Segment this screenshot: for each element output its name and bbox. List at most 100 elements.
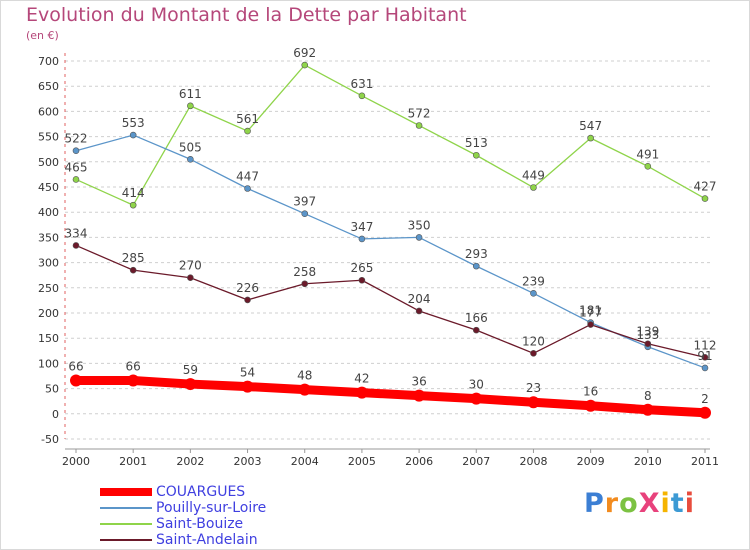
data-label-couargues: 8 [644,389,652,403]
chart-subtitle: (en €) [26,29,59,42]
data-point-saint-bouize [187,102,194,110]
data-label-couargues: 30 [469,378,484,392]
data-point-saint-bouize [72,176,80,183]
data-point-couargues [699,406,711,419]
legend-label-saint-andelain: Saint-Andelain [156,532,258,548]
axes: -50 0 50 100 150 200 250 300 350 400 450 500 550 600 6… [38,53,719,468]
x-tick-label: 2008 [519,455,547,468]
data-label-pouilly-sur-loire: 447 [236,170,259,184]
data-label-pouilly-sur-loire: 347 [350,220,373,234]
data-point-saint-andelain [587,321,594,328]
data-point-pouilly-sur-loire [701,364,709,372]
data-label-saint-andelain: 120 [522,334,545,348]
data-point-couargues [527,396,540,409]
data-point-pouilly-sur-loire [530,290,537,297]
data-point-couargues [298,383,311,396]
series-line-saint-andelain [75,244,706,359]
data-point-pouilly-sur-loire [415,234,423,241]
data-label-saint-andelain: 204 [408,292,431,306]
data-point-couargues [184,378,197,391]
data-point-couargues [641,403,654,416]
logo-letter: o [619,488,639,519]
data-label-pouilly-sur-loire: 239 [522,274,545,288]
data-labels: 465 414 611 561 692 631 572 513 449 547 491 427 522 5… [65,46,717,406]
data-point-couargues [584,399,597,412]
data-label-saint-andelain: 226 [236,281,259,295]
data-point-pouilly-sur-loire [244,185,251,192]
data-point-saint-bouize [587,134,594,142]
data-label-saint-andelain: 112 [694,338,717,352]
data-label-couargues: 23 [526,381,541,395]
data-label-couargues: 66 [126,360,141,374]
legend-swatch-pouilly-sur-loire [100,507,152,509]
data-label-saint-andelain: 285 [122,251,145,265]
data-label-pouilly-sur-loire: 293 [465,247,488,261]
data-point-saint-andelain [129,266,137,274]
x-tick-label: 2001 [119,455,147,468]
legend-swatch-saint-andelain [100,539,152,541]
data-point-saint-bouize [530,184,537,191]
legend-item-saint-andelain: Saint-Andelain [100,532,266,548]
data-point-saint-bouize [358,92,366,100]
data-point-saint-andelain [72,242,80,249]
chart-title: Evolution du Montant de la Dette par Hab… [26,4,467,26]
y-tick-label: 300 [38,257,59,270]
data-label-couargues: 16 [583,385,598,399]
data-point-saint-andelain [187,274,194,282]
data-label-pouilly-sur-loire: 397 [293,195,316,209]
data-point-saint-bouize [301,61,309,69]
series-line-couargues [71,376,710,418]
logo-letter: P [584,488,605,519]
data-point-saint-bouize [701,195,709,202]
x-tick-label: 2011 [691,455,719,468]
data-label-pouilly-sur-loire: 350 [408,218,431,232]
legend-item-saint-bouize: Saint-Bouize [100,516,266,532]
legend-item-couargues: COUARGUES [100,484,266,500]
data-point-saint-bouize [129,201,137,209]
data-label-saint-bouize: 631 [350,77,373,91]
data-point-saint-andelain [701,354,709,361]
data-point-pouilly-sur-loire [472,262,480,270]
data-label-saint-andelain: 265 [350,261,373,275]
x-tick-label: 2010 [634,455,662,468]
data-label-saint-bouize: 547 [579,119,602,133]
legend-item-pouilly-sur-loire: Pouilly-sur-Loire [100,500,266,516]
data-label-pouilly-sur-loire: 133 [636,328,659,342]
y-tick-label: 150 [38,332,59,345]
data-label-couargues: 36 [411,375,426,389]
y-tick-label: 50 [45,383,59,396]
data-point-couargues [413,389,426,402]
data-label-saint-andelain: 258 [293,265,316,279]
legend-label-couargues: COUARGUES [156,484,246,500]
data-label-saint-andelain: 270 [179,259,202,273]
y-tick-label: 350 [38,231,59,244]
data-point-saint-andelain [301,280,309,288]
data-label-pouilly-sur-loire: 181 [579,304,602,318]
legend-swatch-saint-bouize [100,523,152,525]
x-tick-label: 2003 [234,455,262,468]
data-label-couargues: 42 [354,372,369,386]
x-tick-label: 2006 [405,455,433,468]
proxiti-logo: ProXiti [584,488,695,519]
series-line-pouilly-sur-loire [75,134,706,369]
data-point-couargues [355,386,368,399]
y-tick-label: 400 [38,206,59,219]
y-tick-label: 100 [38,357,59,370]
data-point-saint-bouize [644,163,652,170]
data-label-couargues: 2 [701,392,709,406]
data-point-couargues [241,380,254,393]
data-point-pouilly-sur-loire [358,235,366,243]
x-tick-label: 2004 [291,455,319,468]
data-point-saint-andelain [472,326,480,334]
data-label-saint-bouize: 513 [465,136,488,150]
data-label-couargues: 59 [183,363,198,377]
data-point-couargues [470,392,483,405]
data-point-saint-andelain [415,307,423,315]
series-line-saint-bouize [75,64,706,206]
data-label-pouilly-sur-loire: 553 [122,116,145,130]
logo-letter: r [604,488,620,519]
data-label-saint-andelain: 334 [65,226,88,240]
y-tick-label: 250 [38,282,59,295]
y-tick-label: 550 [38,131,59,144]
